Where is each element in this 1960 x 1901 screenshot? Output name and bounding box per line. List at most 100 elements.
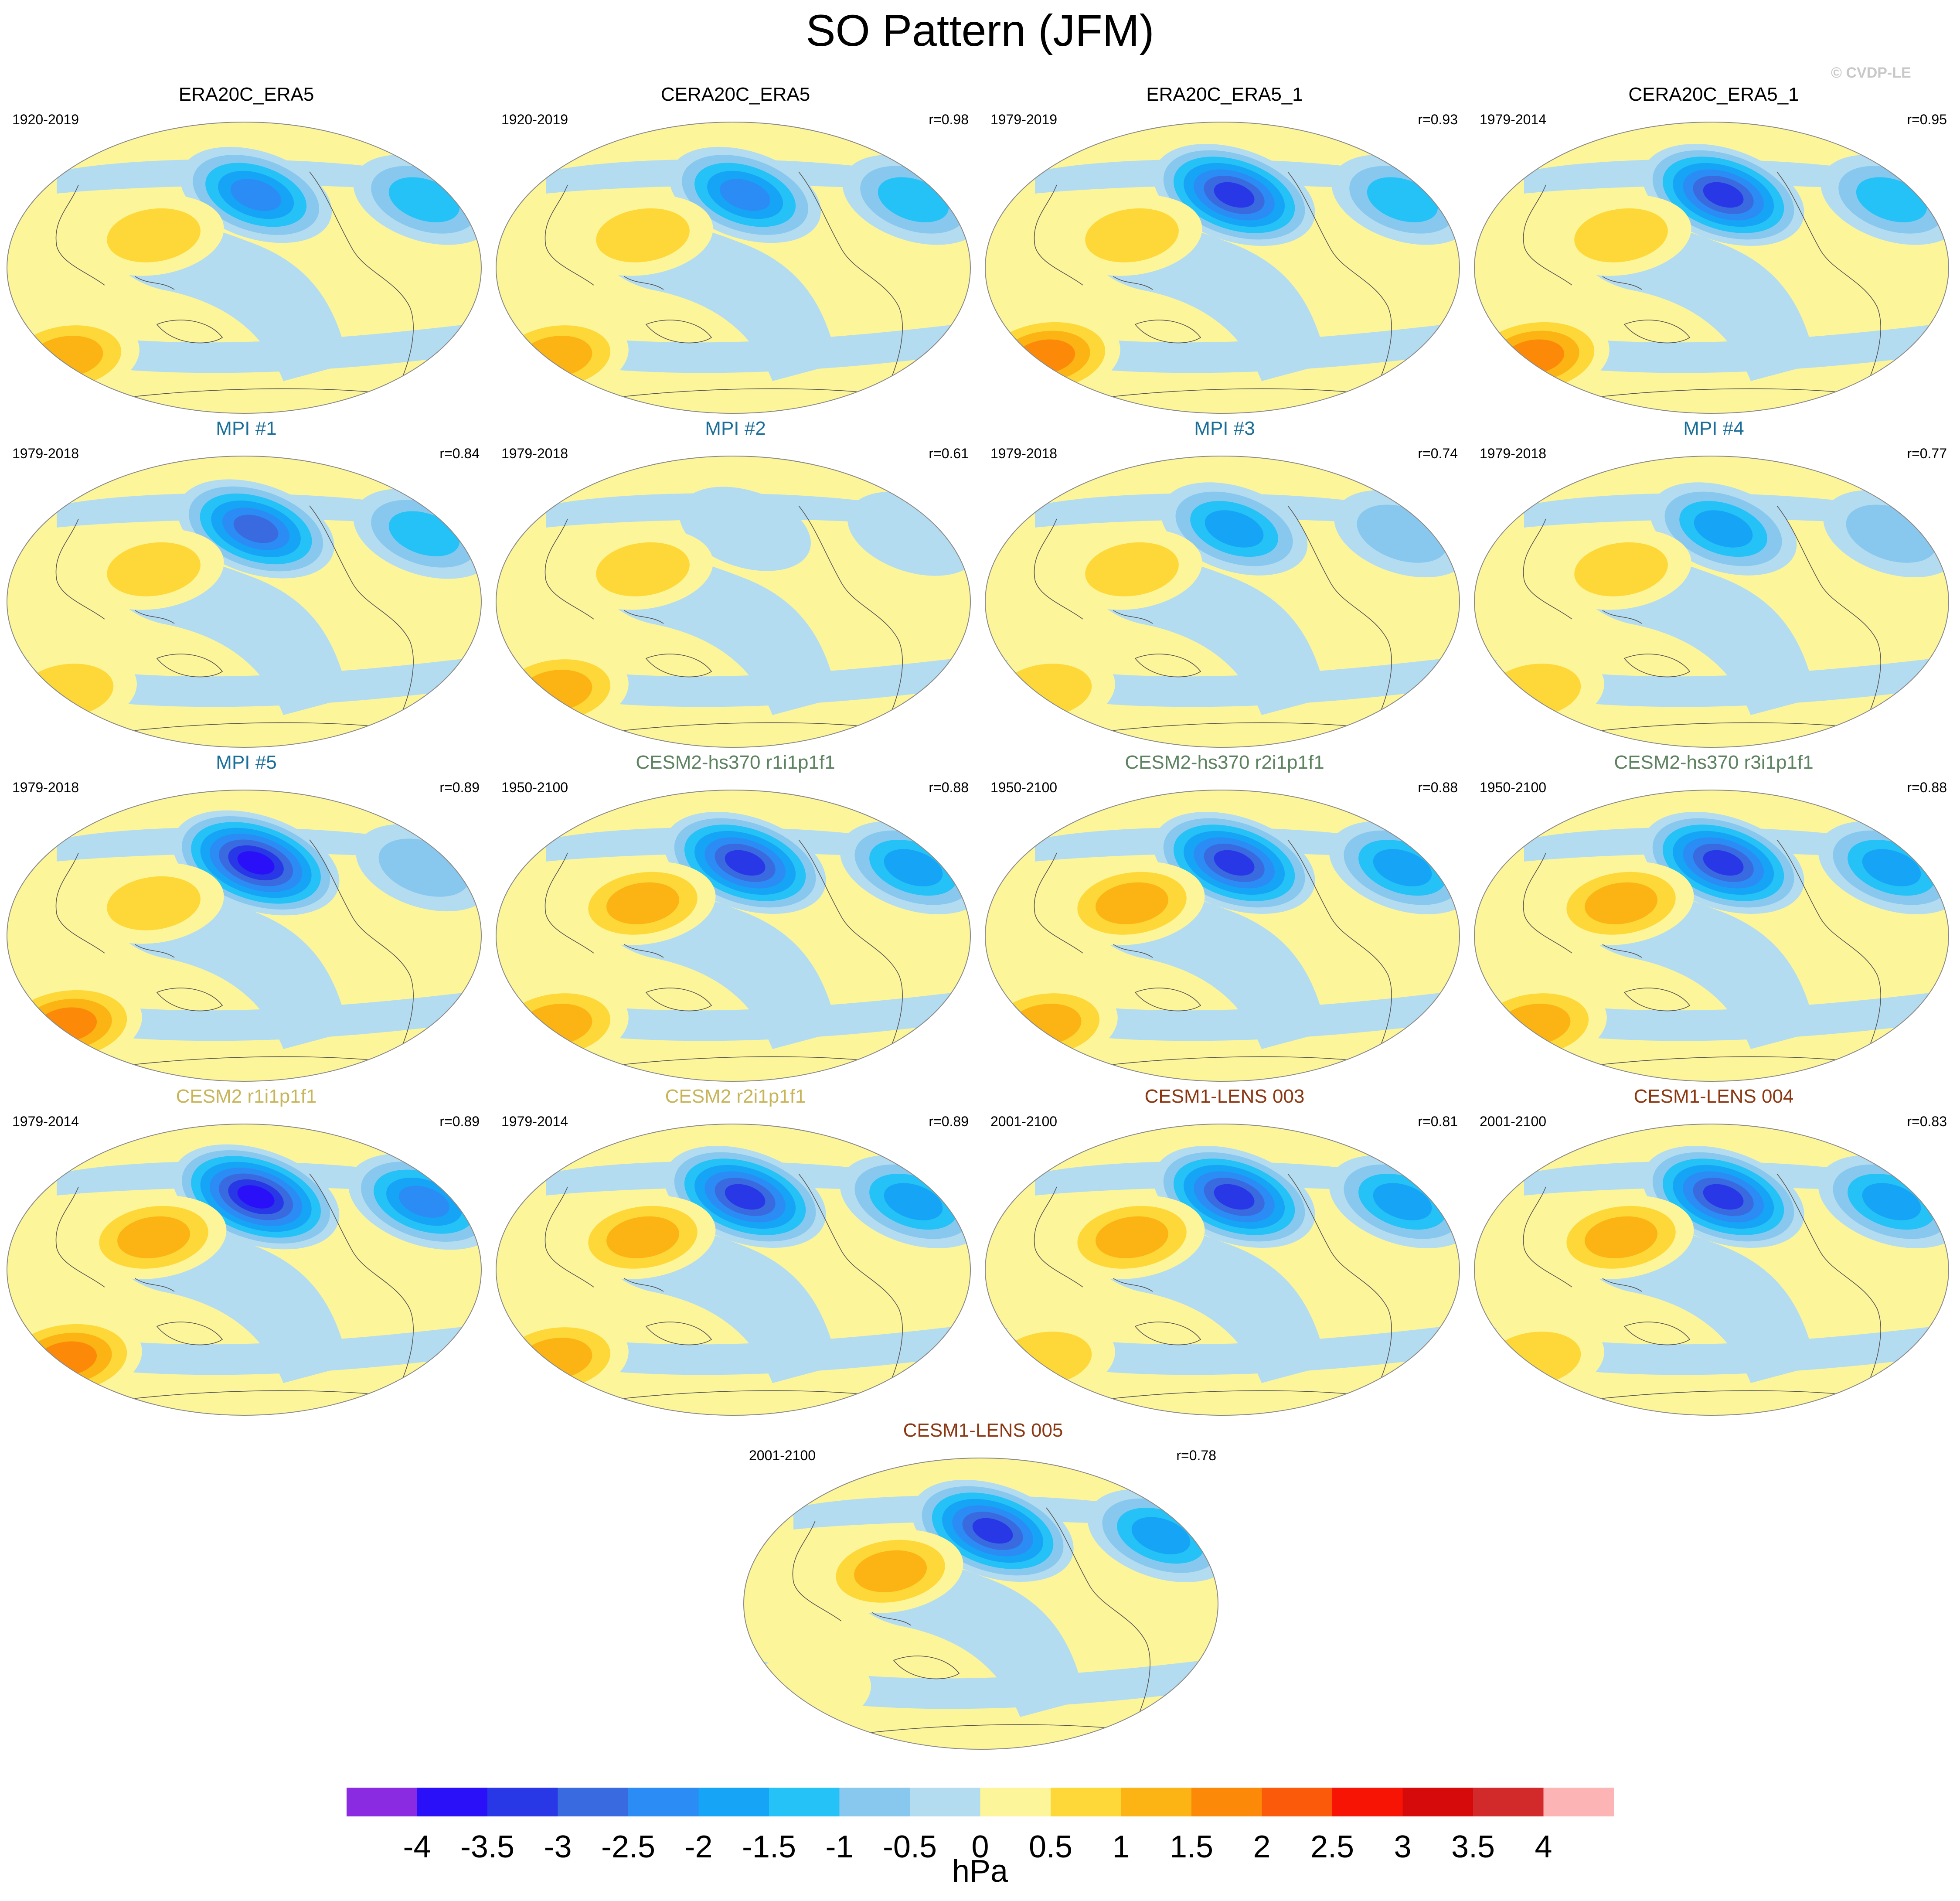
map-field [7, 122, 481, 413]
colorbar-swatch [1191, 1788, 1262, 1816]
panel-correlation: r=0.88 [929, 780, 969, 795]
panel-period: 1950-2100 [990, 780, 1058, 795]
colorbar-swatch [1332, 1788, 1403, 1816]
coastline [544, 518, 594, 620]
colorbar-unit-label: hPa [952, 1854, 1008, 1889]
map-border [1474, 790, 1949, 1082]
panel-correlation: r=0.61 [929, 446, 969, 461]
map-field [7, 790, 481, 1081]
contour-level [1856, 177, 1927, 222]
map-border [985, 790, 1460, 1082]
map-border [496, 1124, 971, 1416]
coastline [1287, 171, 1392, 390]
map-svg [1474, 456, 1949, 748]
coastline [1134, 1322, 1201, 1346]
map-border [7, 456, 482, 748]
colorbar-tick-label: -1.5 [742, 1829, 796, 1864]
coastline [792, 1520, 842, 1622]
panel-title: CESM2 r2i1p1f1 [665, 1086, 806, 1107]
contour-level [596, 542, 690, 596]
contour-level [1096, 1216, 1168, 1258]
panel-title: MPI #2 [705, 418, 766, 439]
coastline [798, 171, 903, 390]
contour-level [1214, 850, 1255, 876]
map-panel: CESM2-hs370 r3i1p1f1 1950-2100 r=0.88 [1472, 751, 1956, 1082]
colorbar-tick-label: -2 [684, 1829, 712, 1864]
colorbar-tick-label: 1 [1112, 1829, 1130, 1864]
colorbar-tick-label: 3 [1394, 1829, 1411, 1864]
panel-correlation: r=0.78 [1176, 1448, 1216, 1463]
map-svg [743, 1458, 1218, 1750]
map-svg [496, 456, 971, 748]
contour-level [233, 514, 279, 543]
coastline [624, 610, 664, 624]
colorbar-swatch [910, 1788, 980, 1816]
coastline [135, 1278, 175, 1292]
contour-level [1373, 1183, 1432, 1220]
colorbar-swatch [1402, 1788, 1473, 1816]
map-svg [1474, 1124, 1949, 1416]
contour-level [1862, 849, 1921, 886]
panel-correlation: r=0.84 [439, 446, 480, 461]
contour-level [388, 511, 460, 556]
coastline [798, 505, 903, 724]
contour-level [972, 1518, 1013, 1544]
map-field [985, 122, 1460, 413]
figure-title: SO Pattern (JFM) [806, 6, 1154, 55]
map-border [496, 790, 971, 1082]
colorbar-swatch [417, 1788, 487, 1816]
coastline [645, 1322, 712, 1346]
map-field [985, 456, 1460, 747]
colorbar-tick-label: -3.5 [460, 1829, 514, 1864]
contour-level [1214, 182, 1255, 208]
contour-level [1085, 208, 1179, 262]
map-border [1474, 1124, 1949, 1416]
panel-title: CESM2-hs370 r3i1p1f1 [1614, 752, 1814, 773]
map-svg [496, 790, 971, 1082]
panel-correlation: r=0.77 [1907, 446, 1947, 461]
coastline [1602, 944, 1642, 958]
colorbar-swatch [347, 1788, 417, 1816]
panel-title: ERA20C_ERA5 [178, 84, 314, 105]
map-svg [7, 790, 482, 1082]
map-panel: MPI #4 1979-2018 r=0.77 [1472, 417, 1956, 748]
map-field [1474, 790, 1949, 1081]
panel-period: 1920-2019 [501, 112, 568, 127]
panel-title: CESM1-LENS 005 [903, 1420, 1063, 1441]
panel-title: ERA20C_ERA5_1 [1146, 84, 1303, 105]
contour-level [107, 208, 201, 262]
colorbar-swatch [698, 1788, 769, 1816]
coastline [798, 1173, 903, 1392]
contour-level [1703, 850, 1744, 876]
coastline [1623, 320, 1691, 344]
map-svg [1474, 790, 1949, 1082]
panel-title: CESM2-hs370 r2i1p1f1 [1125, 752, 1324, 773]
map-border [1474, 122, 1949, 414]
panel-correlation: r=0.88 [1418, 780, 1458, 795]
coastline [1034, 518, 1083, 620]
map-border [7, 122, 482, 414]
panel-title: CESM2-hs370 r1i1p1f1 [636, 752, 835, 773]
map-panel: MPI #3 1979-2018 r=0.74 [983, 417, 1467, 748]
contour-level [854, 1550, 927, 1592]
contour-level [231, 179, 282, 211]
panel-period: 1950-2100 [501, 780, 568, 795]
coastline [309, 1173, 414, 1392]
panel-period: 1979-2014 [1480, 112, 1547, 127]
coastline [55, 518, 105, 620]
map-svg [7, 122, 482, 414]
coastline [1776, 839, 1881, 1058]
coastline [1034, 1186, 1083, 1288]
contour-level [606, 882, 679, 924]
coastline [1134, 654, 1201, 678]
coastline [1623, 1322, 1691, 1346]
coastline [871, 1612, 912, 1626]
panel-title: MPI #3 [1194, 418, 1255, 439]
map-border [743, 1458, 1218, 1750]
coastline [1623, 988, 1691, 1012]
map-svg [985, 1124, 1460, 1416]
colorbar-tick-label: -3 [544, 1829, 572, 1864]
colorbar-swatch [839, 1788, 910, 1816]
colorbar-tick-label: 4 [1535, 1829, 1552, 1864]
coastline [55, 184, 105, 286]
